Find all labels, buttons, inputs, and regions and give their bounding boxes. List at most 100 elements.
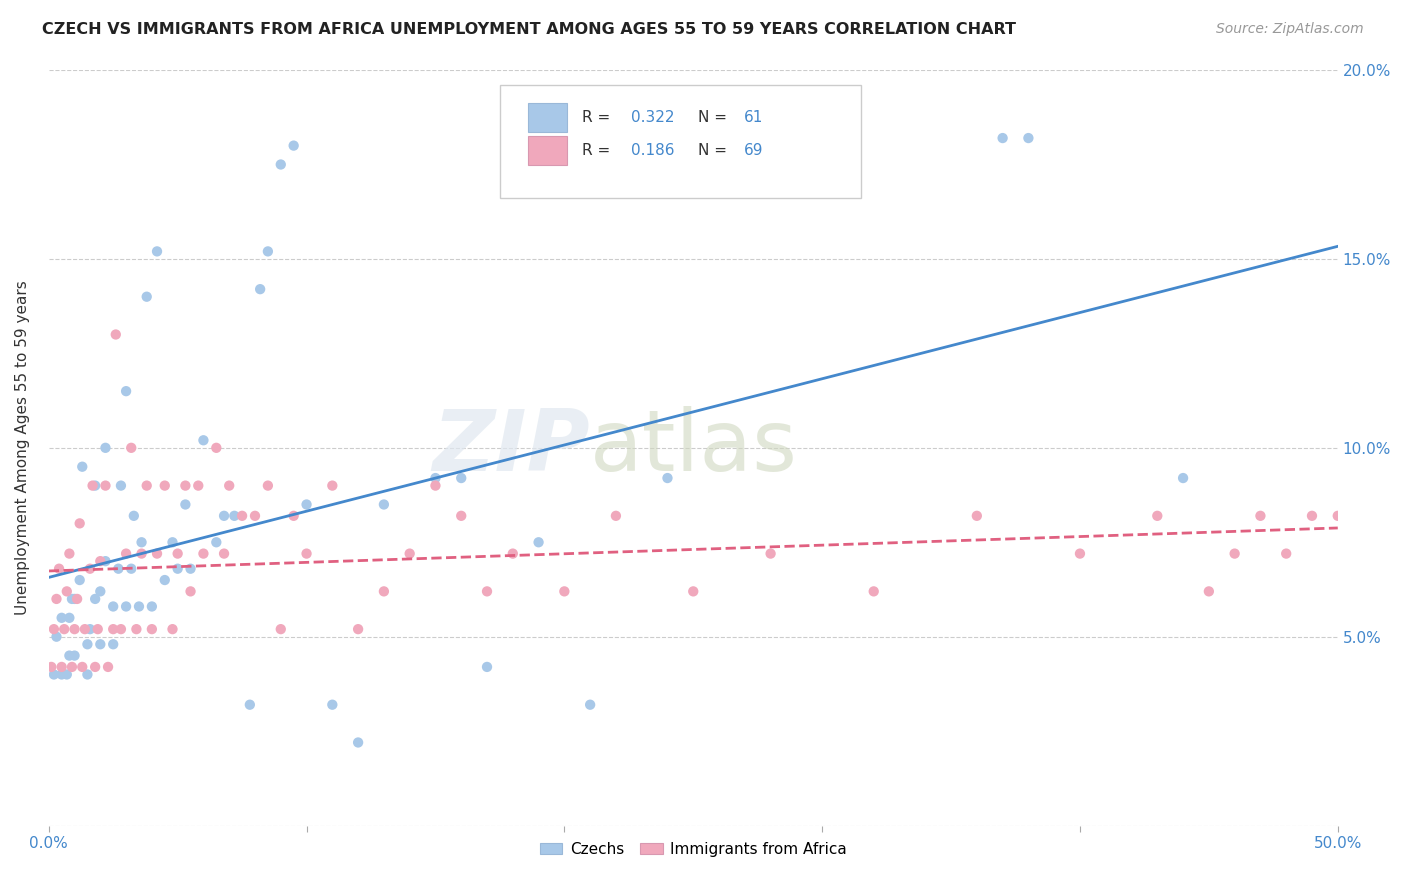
Point [162,535,184,549]
Point [193,547,215,561]
Point [231,508,253,523]
Point [53,622,76,636]
Point [89,637,111,651]
Point [84,478,107,492]
Point [218,478,240,492]
Y-axis label: Unemployment Among Ages 55 to 59 years: Unemployment Among Ages 55 to 59 years [15,280,30,615]
Point [657,471,679,485]
Point [42,667,65,681]
FancyBboxPatch shape [529,136,567,164]
Point [283,508,305,523]
Point [239,698,262,712]
Point [249,282,271,296]
Point [141,622,163,636]
Point [94,478,117,492]
Point [321,478,343,492]
Point [166,562,188,576]
Point [605,508,627,523]
FancyBboxPatch shape [501,85,860,199]
Point [270,157,292,171]
Point [42,622,65,636]
Point [146,547,169,561]
Point [373,584,395,599]
Point [58,648,80,663]
Point [205,441,228,455]
Point [128,599,150,614]
Point [97,660,120,674]
Point [295,547,318,561]
Point [60,660,83,674]
Point [72,459,94,474]
Point [45,630,67,644]
Point [89,554,111,568]
Point [94,554,117,568]
Point [56,584,79,599]
Point [187,478,209,492]
Point [45,591,67,606]
Point [1017,131,1039,145]
Point [84,660,107,674]
Point [63,622,86,636]
Point [79,622,101,636]
Point [1069,547,1091,561]
Point [110,478,132,492]
Point [502,547,524,561]
Point [257,478,280,492]
Text: R =: R = [582,110,616,125]
Point [1146,508,1168,523]
Point [103,637,125,651]
Point [72,660,94,674]
Point [141,599,163,614]
Point [87,622,110,636]
Point [79,562,101,576]
Text: atlas: atlas [591,407,799,490]
Point [373,498,395,512]
Point [56,667,79,681]
Point [84,591,107,606]
Text: N =: N = [699,143,733,158]
Point [966,508,988,523]
FancyBboxPatch shape [529,103,567,132]
Point [60,591,83,606]
Text: Source: ZipAtlas.com: Source: ZipAtlas.com [1216,22,1364,37]
Point [450,471,472,485]
Point [63,591,86,606]
Point [991,131,1014,145]
Point [120,441,142,455]
Point [122,508,145,523]
Point [82,478,104,492]
Point [73,622,96,636]
Point [347,735,370,749]
Point [527,535,550,549]
Point [243,508,266,523]
Point [115,384,138,399]
Text: R =: R = [582,143,616,158]
Point [450,508,472,523]
Point [295,498,318,512]
Point [69,516,91,531]
Text: 0.186: 0.186 [631,143,675,158]
Point [131,535,153,549]
Text: 61: 61 [744,110,763,125]
Point [682,584,704,599]
Point [94,441,117,455]
Point [125,622,148,636]
Point [153,478,176,492]
Point [579,698,602,712]
Point [321,698,343,712]
Point [104,327,127,342]
Point [1249,508,1271,523]
Point [1301,508,1323,523]
Point [475,584,498,599]
Point [51,667,73,681]
Point [58,611,80,625]
Point [66,591,89,606]
Text: N =: N = [699,110,733,125]
Point [103,622,125,636]
Point [135,290,157,304]
Point [107,562,129,576]
Point [180,562,202,576]
Text: ZIP: ZIP [433,407,591,490]
Text: CZECH VS IMMIGRANTS FROM AFRICA UNEMPLOYMENT AMONG AGES 55 TO 59 YEARS CORRELATI: CZECH VS IMMIGRANTS FROM AFRICA UNEMPLOY… [42,22,1017,37]
Point [131,547,153,561]
